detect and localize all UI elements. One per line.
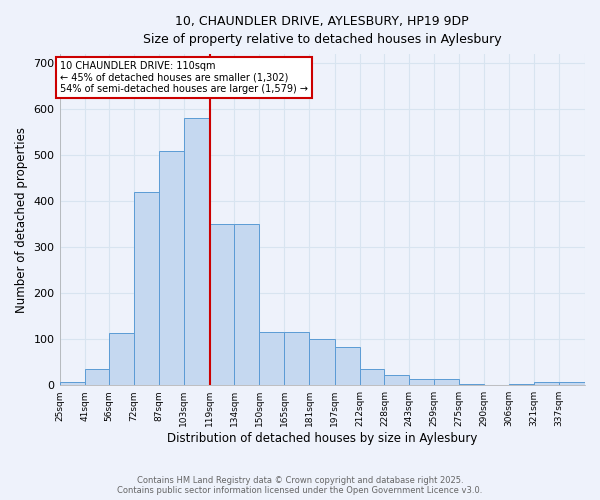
- Bar: [109, 333, 134, 385]
- Bar: [85, 369, 109, 385]
- X-axis label: Distribution of detached houses by size in Aylesbury: Distribution of detached houses by size …: [167, 432, 478, 445]
- Bar: [509, 384, 533, 385]
- Bar: [335, 347, 359, 385]
- Y-axis label: Number of detached properties: Number of detached properties: [15, 126, 28, 312]
- Bar: [259, 332, 284, 385]
- Bar: [434, 379, 459, 385]
- Bar: [284, 332, 309, 385]
- Bar: [533, 382, 559, 385]
- Bar: [59, 382, 85, 385]
- Bar: [559, 382, 585, 385]
- Bar: [359, 369, 385, 385]
- Bar: [309, 339, 335, 385]
- Bar: [459, 384, 484, 385]
- Bar: [134, 192, 159, 385]
- Bar: [235, 224, 259, 385]
- Bar: [159, 150, 184, 385]
- Bar: [184, 118, 209, 385]
- Bar: [385, 375, 409, 385]
- Title: 10, CHAUNDLER DRIVE, AYLESBURY, HP19 9DP
Size of property relative to detached h: 10, CHAUNDLER DRIVE, AYLESBURY, HP19 9DP…: [143, 15, 502, 46]
- Text: 10 CHAUNDLER DRIVE: 110sqm
← 45% of detached houses are smaller (1,302)
54% of s: 10 CHAUNDLER DRIVE: 110sqm ← 45% of deta…: [61, 61, 308, 94]
- Bar: [409, 379, 434, 385]
- Bar: [209, 224, 235, 385]
- Text: Contains HM Land Registry data © Crown copyright and database right 2025.
Contai: Contains HM Land Registry data © Crown c…: [118, 476, 482, 495]
